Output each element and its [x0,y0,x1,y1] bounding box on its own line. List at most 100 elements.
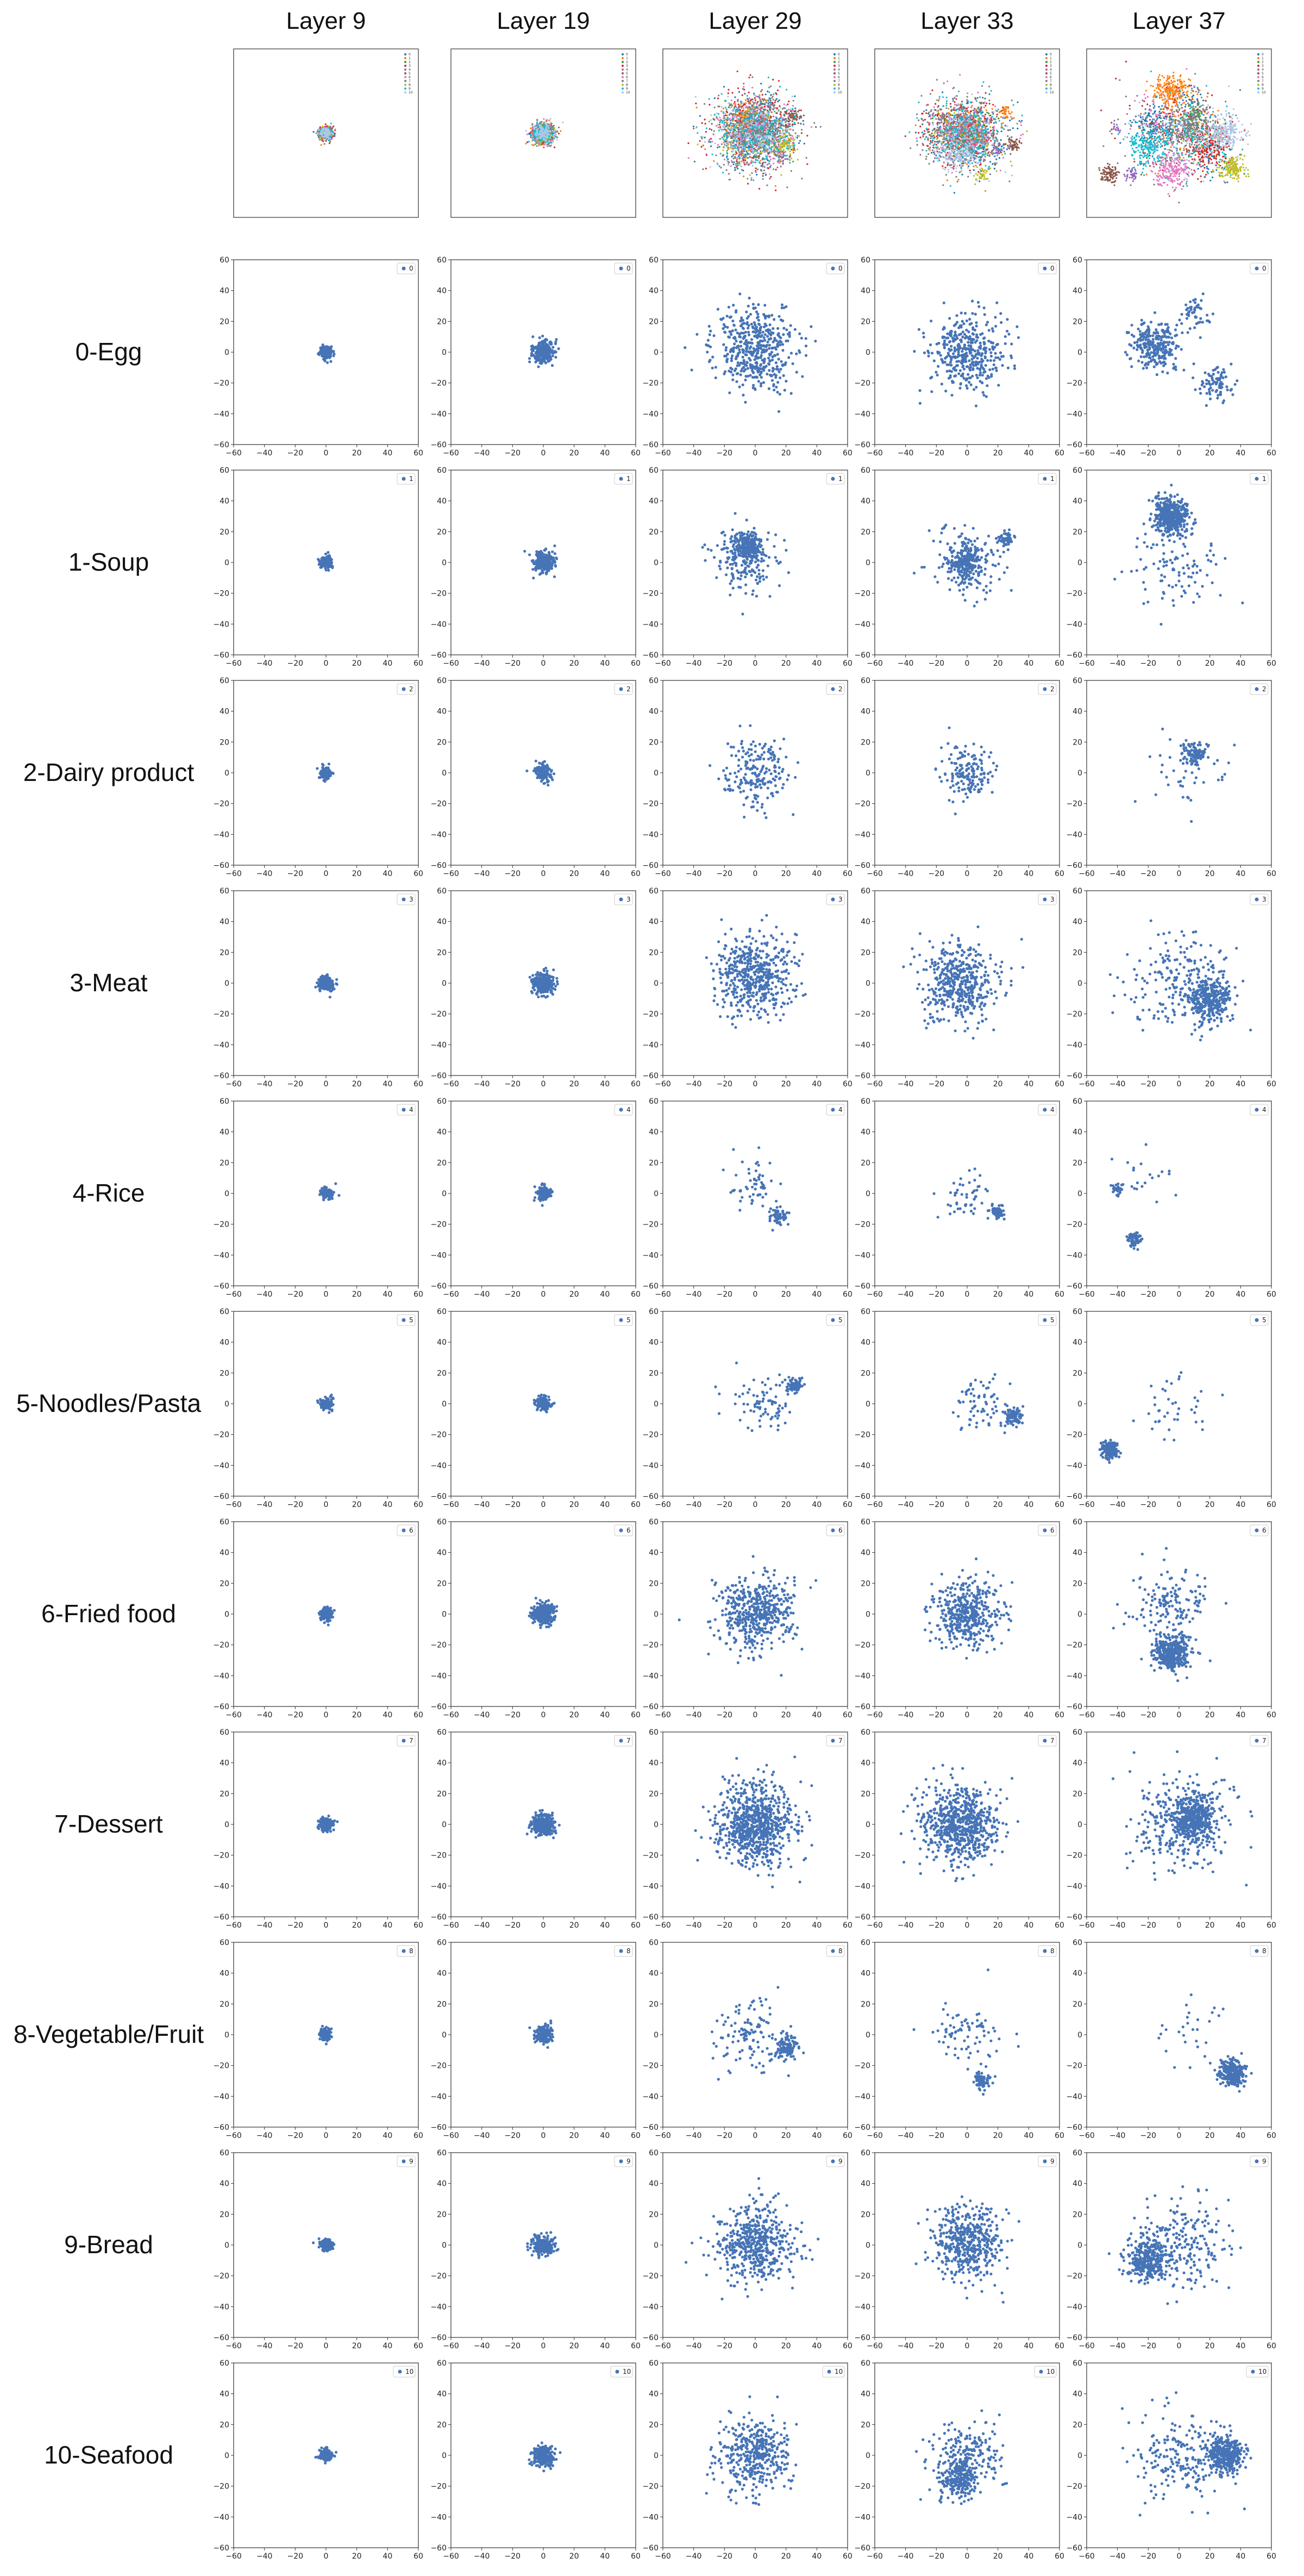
data-point [729,112,731,115]
data-point [739,118,742,120]
data-point [716,162,718,164]
data-point [749,109,751,111]
data-point [318,129,320,131]
data-point [728,173,730,175]
legend-label: 2 [838,60,840,64]
data-point [713,160,715,162]
data-point [723,139,725,141]
data-point [733,103,735,105]
data-point [540,129,543,132]
data-point [728,163,730,165]
data-point [730,133,732,135]
data-point [553,137,555,140]
data-point [787,124,790,127]
data-point [777,161,779,164]
data-point [766,143,768,145]
data-point [741,112,743,114]
data-point [767,151,769,153]
data-point [729,117,731,120]
data-point [739,109,742,111]
data-point [797,135,799,137]
data-point [775,145,777,147]
data-point [319,132,322,134]
data-point [794,123,796,126]
data-point [530,132,532,134]
data-point [321,135,323,137]
data-point [778,141,780,143]
data-point [773,153,775,155]
data-point [755,138,757,140]
data-point [531,136,533,138]
data-point [735,163,737,165]
data-point [790,170,792,172]
data-point [743,155,745,157]
data-point [793,118,795,121]
data-point [719,137,721,140]
data-point [791,112,793,114]
data-point [736,70,738,72]
legend-label: 4 [838,68,840,72]
data-point [322,126,324,128]
data-point [736,122,738,124]
data-point [720,143,723,145]
data-point [788,101,790,103]
data-point [734,153,737,155]
data-point [773,107,775,109]
data-point [785,118,787,120]
legend-label: 6 [838,76,840,79]
data-point [718,95,720,97]
data-point [718,119,720,121]
data-point [780,143,782,145]
data-point [777,120,779,122]
data-point [749,126,751,128]
data-point [783,139,786,141]
data-point [747,109,749,111]
data-point [687,142,689,145]
data-point [798,135,800,137]
data-point [761,89,763,91]
data-point [717,113,719,115]
data-point [323,136,325,138]
data-point [760,131,762,133]
data-point [556,139,558,141]
data-point [741,168,743,171]
data-point [745,117,747,119]
data-point [722,138,724,140]
legend-label: 4 [409,68,411,72]
data-point [733,145,735,147]
data-point [323,138,325,140]
data-point [546,131,548,133]
data-point [737,103,739,105]
legend-label: 8 [626,83,628,87]
data-point [740,165,742,167]
data-point [786,131,788,133]
data-point [729,178,731,180]
data-point [796,136,798,139]
data-point [732,163,735,166]
data-point [780,111,782,113]
data-point [760,127,762,129]
data-point [713,130,715,132]
data-point [743,115,745,118]
data-point [738,139,741,141]
data-point [737,98,739,101]
data-point [791,120,793,122]
data-point [709,141,712,143]
data-point [793,122,795,124]
data-point [700,136,703,138]
data-point [775,120,777,122]
data-point [770,148,773,151]
data-point [551,126,553,128]
data-point [770,85,772,87]
data-point [795,119,798,121]
data-point [752,151,755,153]
data-point [799,140,801,142]
data-point [791,108,793,110]
data-point [328,131,330,133]
data-point [741,151,743,153]
data-point [762,175,764,177]
legend-marker [622,80,624,82]
data-point [748,77,750,79]
